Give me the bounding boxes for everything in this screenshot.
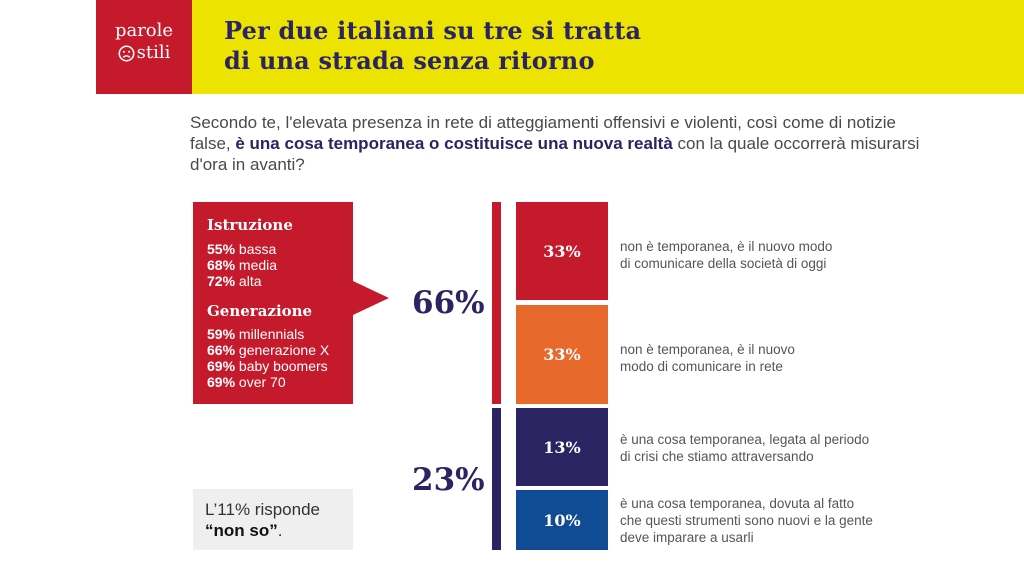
question-text-1: Secondo te, l'elevata presenza in rete d… — [190, 113, 897, 153]
callout-section-title: Istruzione — [207, 216, 293, 234]
logo-text-line2: stili — [136, 42, 171, 63]
segment-value-label: 13% — [543, 437, 581, 457]
note-text-suffix: . — [277, 521, 283, 540]
callout-row-pct: 66% — [207, 342, 236, 358]
segment-box: 10% — [516, 490, 608, 550]
callout-row-label: over 70 — [238, 374, 286, 390]
callout-row-pct: 69% — [207, 358, 236, 374]
callout-row-pct: 59% — [207, 326, 236, 342]
group-total-label: 66% — [412, 285, 485, 321]
callout-row: 68% media — [207, 257, 277, 273]
segment-description: non è temporanea, è il nuovo modo di comu… — [620, 341, 920, 375]
description-line: deve imparare a usarli — [620, 530, 754, 545]
callout-row-label: generazione X — [238, 342, 330, 358]
description-line: di crisi che stiamo attraversando — [620, 449, 814, 464]
callout-row: 66% generazione X — [207, 342, 329, 358]
group-bracket-bar — [492, 202, 501, 404]
callout-section-title: Generazione — [207, 302, 313, 320]
segment-value-label: 33% — [543, 241, 581, 261]
sad-face-icon — [118, 45, 135, 61]
question-text-2: con la quale occorrerà misurarsi d'ora i… — [190, 134, 920, 174]
logo-text-line1: parole — [114, 20, 174, 41]
callout-row-label: media — [238, 257, 278, 273]
description-line: di comunicare della società di oggi — [620, 256, 827, 271]
callout-row: 59% millennials — [207, 326, 304, 342]
group-bracket-bar — [492, 408, 501, 550]
title-line-2: di una strada senza ritorno — [224, 46, 595, 75]
description-line: non è temporanea, è il nuovo — [620, 342, 795, 357]
description-line: è una cosa temporanea, legata al periodo — [620, 432, 870, 447]
description-line: modo di comunicare in rete — [620, 359, 783, 374]
note-text-bold: “non so” — [205, 521, 278, 540]
description-line: è una cosa temporanea, dovuta al fatto — [620, 496, 855, 511]
group-total-label: 23% — [412, 462, 485, 498]
segment-box: 33% — [516, 202, 608, 300]
segment-value-label: 10% — [543, 510, 581, 530]
callout-row: 69% baby boomers — [207, 358, 328, 374]
callout-row-label: alta — [238, 273, 262, 289]
dont-know-note: L’11% risponde “non so”. — [193, 489, 353, 550]
callout-row-label: millennials — [238, 326, 305, 342]
callout-row-pct: 55% — [207, 241, 236, 257]
callout-row: 72% alta — [207, 273, 262, 289]
callout-row-pct: 72% — [207, 273, 236, 289]
segment-description: è una cosa temporanea, legata al periodo… — [620, 431, 920, 465]
segment-description: è una cosa temporanea, dovuta al fatto ch… — [620, 495, 920, 546]
breakdown-callout: Istruzione 55% bassa 68% media 72% alta … — [193, 202, 353, 404]
title-line-1: Per due italiani su tre si tratta — [224, 16, 642, 45]
segment-box: 13% — [516, 408, 608, 486]
logo: parole stili — [102, 20, 186, 64]
survey-question: Secondo te, l'elevata presenza in rete d… — [190, 112, 920, 175]
segment-description: non è temporanea, è il nuovo modo di comu… — [620, 238, 920, 272]
segment-box: 33% — [516, 305, 608, 404]
page-title: Per due italiani su tre si tratta di una… — [224, 16, 984, 76]
callout-row-label: bassa — [238, 241, 277, 257]
description-line: che questi strumenti sono nuovi e la gen… — [620, 513, 873, 528]
description-line: non è temporanea, è il nuovo modo — [620, 239, 833, 254]
question-text-bold: è una cosa temporanea o costituisce una … — [235, 134, 673, 153]
title-banner — [192, 0, 1024, 94]
callout-row-pct: 69% — [207, 374, 236, 390]
segment-value-label: 33% — [543, 345, 581, 364]
callout-arrow — [353, 281, 389, 315]
note-text: L’11% risponde — [205, 500, 320, 519]
callout-row-label: baby boomers — [238, 358, 328, 374]
callout-row-pct: 68% — [207, 257, 236, 273]
callout-row: 55% bassa — [207, 241, 276, 257]
logo-panel — [96, 0, 192, 94]
callout-row: 69% over 70 — [207, 374, 286, 390]
